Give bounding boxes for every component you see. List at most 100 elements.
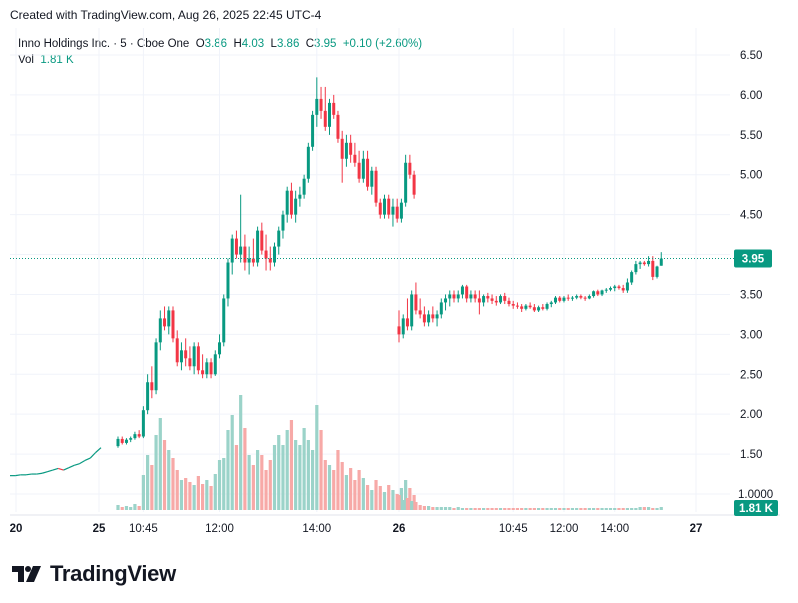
volume-bar [179,480,184,510]
price-segment [41,471,48,474]
candle-body [647,260,651,265]
price-segment [84,457,91,462]
volume-bar [587,508,591,510]
time-tick-label: 14:00 [302,523,331,535]
volume-bar [285,430,289,510]
candle-body [332,102,336,115]
symbol-name[interactable]: Inno Holdings Inc. · 5 · Cboe One [18,38,190,50]
candle-body [285,190,289,215]
volume-bar [365,485,370,510]
candle-body [243,246,247,263]
volume-bar [452,508,456,510]
volume-bar [162,440,167,510]
candle-body [422,314,426,323]
volume-bar [604,508,608,510]
candle-body [621,288,625,291]
candle-body [251,258,255,263]
price-segment [79,459,86,465]
candle-body [435,314,439,319]
volume-bar [332,470,336,510]
candle-body [507,300,511,305]
volume-bar [264,470,268,510]
volume-bar [395,494,399,510]
volume-bar [289,420,294,510]
volume-bar [399,488,404,510]
candle-body [154,342,158,391]
volume-bar [141,475,145,510]
last-price-label: 3.95 [742,254,765,266]
candle-body [277,230,281,247]
candle-body [395,206,399,219]
candle-body [651,260,655,277]
candle-body [294,198,298,215]
candle-body [209,362,213,375]
volume-label[interactable]: Vol [18,54,34,66]
candle-body [344,142,348,159]
candle-body [298,194,302,199]
volume-bar [600,508,604,510]
volume-row: Vol 1.81 K [18,52,422,68]
candle-body [448,294,452,299]
tradingview-logo-icon [12,566,41,582]
volume-bar [401,500,405,510]
volume-bar [524,508,528,510]
candle-body [230,238,234,263]
volume-bar [617,508,621,510]
candle-body [554,297,558,303]
candle-body [349,142,353,155]
candle-body [175,338,179,363]
volume-bar [482,508,486,510]
price-tick-label: 4.50 [740,210,762,222]
candle-body [378,202,382,215]
candle-body [600,290,604,295]
price-segment [89,452,97,459]
candle-body [541,307,545,309]
volume-bar [222,458,226,510]
legend: Inno Holdings Inc. · 5 · Cboe One O3.86 … [18,36,422,68]
candle-body [391,206,395,215]
change-value: +0.10 (+2.60%) [342,38,423,50]
candle-body [188,358,192,367]
candle-body [418,310,422,315]
volume-bar [137,506,141,510]
volume-bar [456,507,460,510]
candle-body [537,307,541,311]
candle-body [260,230,264,251]
candle-body [545,304,549,309]
volume-badge [734,500,778,516]
candle-body [439,302,443,315]
volume-bar [349,468,353,510]
candle-body [592,291,596,297]
candle-body [163,318,167,327]
volume-bar [545,508,549,510]
candle-body [120,438,124,443]
price-tick-label: 3.00 [740,329,762,341]
volume-bar [133,504,137,510]
price-segment [36,472,43,475]
volume-bar [439,507,443,510]
candle-body [167,310,171,327]
volume-bar [201,484,205,510]
volume-bar [528,508,532,510]
volume-bar [378,486,382,510]
candle-body [340,138,344,159]
volume-bar [655,508,659,510]
high-value: 4.03 [241,38,265,50]
time-tick-label: 12:00 [205,523,234,535]
candle-body [490,298,494,301]
candle-body [239,246,243,255]
volume-bar [418,505,422,510]
candle-body [289,190,293,215]
volume-bar [319,430,323,510]
volume-bar [327,465,332,510]
candle-body [528,305,532,308]
logo-text: TradingView [50,561,176,586]
volume-bar [642,507,646,510]
volume-bar [171,458,175,510]
ohlc-row: Inno Holdings Inc. · 5 · Cboe One O3.86 … [18,36,422,52]
low-label: L [270,38,277,50]
volume-bar [634,508,638,510]
tradingview-logo[interactable]: TradingView [12,561,176,587]
candle-body [399,202,403,219]
